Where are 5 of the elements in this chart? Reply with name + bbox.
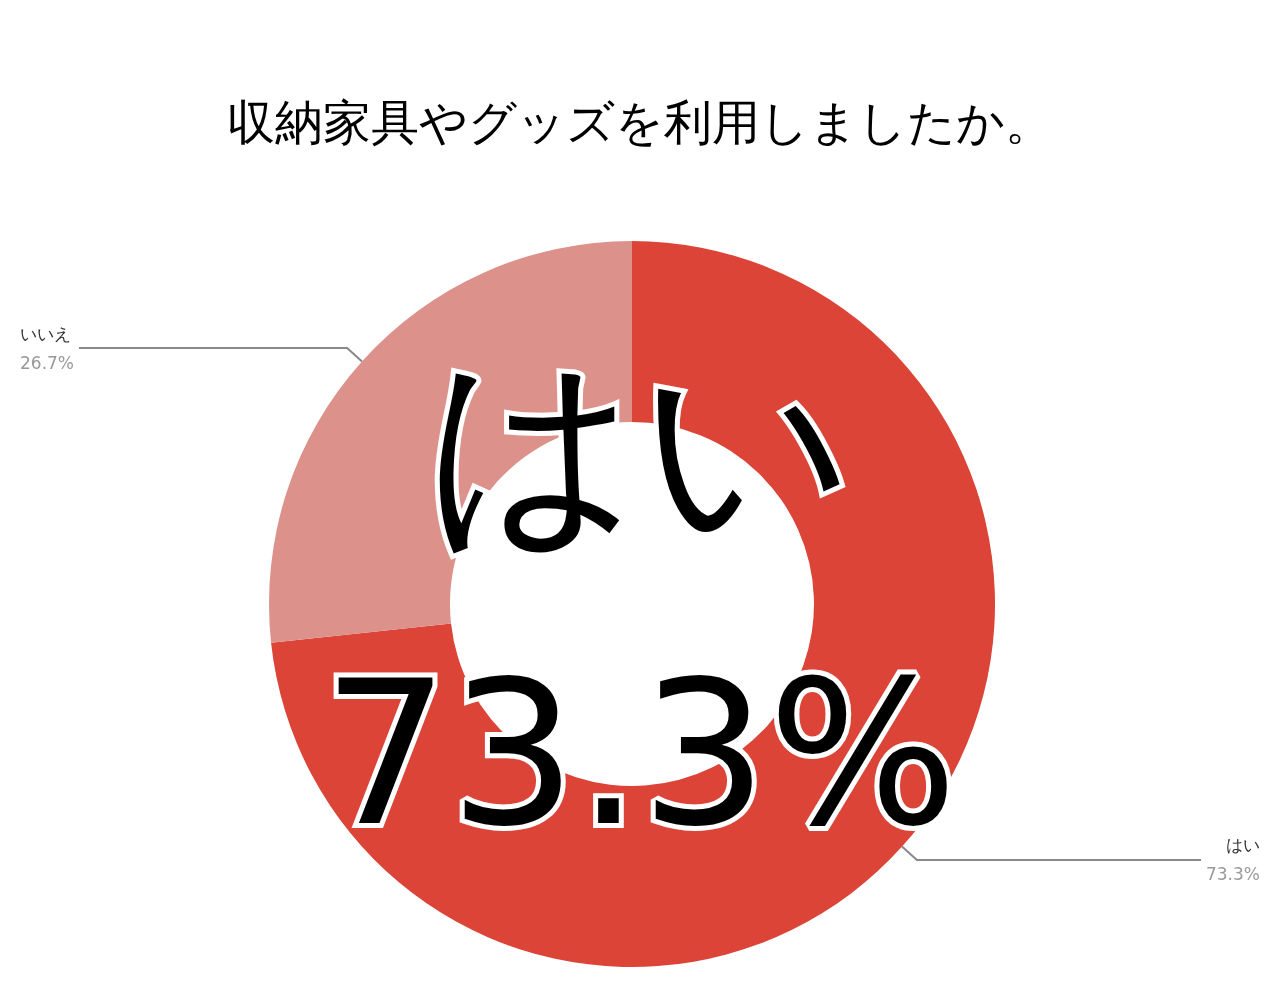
slice-label: いいえ [20,323,71,344]
chart-title: 収納家具やグッズを利用しましたか。 [227,94,1053,150]
data-label: 73.3% [1205,864,1260,885]
data-label: 26.7% [20,352,75,373]
slice-label: はい [1226,835,1260,856]
